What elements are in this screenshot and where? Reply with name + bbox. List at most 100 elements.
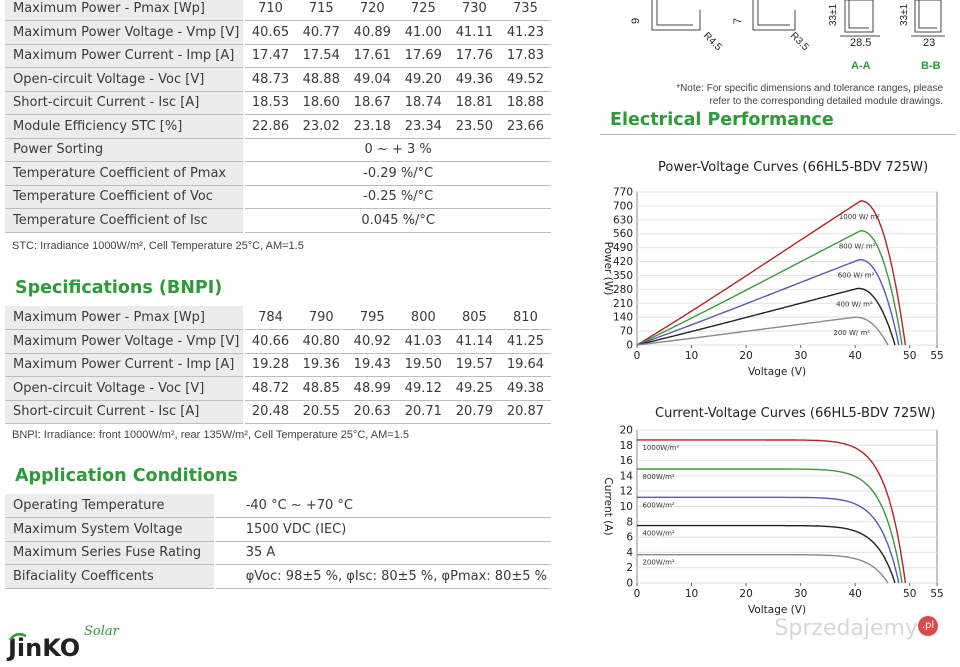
series-line-4 — [637, 554, 889, 584]
value-cell: 48.88 — [295, 67, 347, 92]
row-label: Maximum Series Fuse Rating — [5, 541, 216, 565]
value-cell: 49.36 — [448, 67, 500, 92]
pv-chart-title: Power-Voltage Curves (66HL5-BDV 725W) — [658, 160, 929, 175]
y-tick-label: 140 — [613, 312, 633, 324]
table-row: Maximum Power Voltage - Vmp [V] 40.66 40.8… — [5, 329, 551, 354]
x-tick-label: 55 — [930, 350, 943, 362]
value-cell: 23.50 — [448, 114, 500, 139]
row-label: Bifaciality Coefficents — [5, 564, 216, 589]
jinko-solar-logo: JinKO Solar — [6, 618, 136, 664]
y-axis-label: Power (W) — [602, 242, 614, 296]
y-tick-label: 8 — [626, 516, 633, 528]
y-tick-label: 280 — [613, 284, 633, 296]
y-tick-label: 770 — [613, 187, 633, 199]
value-cell: 41.11 — [448, 20, 500, 45]
table-row: Temperature Coefficient of Pmax -0.29 %/°… — [5, 161, 551, 186]
value-cell: 17.83 — [499, 44, 551, 68]
dim-23: 23 — [923, 37, 935, 49]
y-tick-label: 6 — [626, 532, 633, 544]
x-tick-label: 10 — [685, 350, 698, 362]
value-cell: 40.92 — [346, 329, 398, 354]
value-cell: 49.38 — [499, 376, 551, 401]
series-line-0 — [637, 439, 907, 584]
value-cell: 40.89 — [346, 20, 398, 45]
value-cell: 20.55 — [295, 400, 347, 424]
y-tick-label: 630 — [613, 214, 633, 226]
condition-value-cell: φVoc: 98±5 %, φIsc: 80±5 %, φPmax: 80±5 … — [214, 564, 551, 589]
y-tick-label: 18 — [620, 440, 633, 452]
y-axis-label: Current (A) — [602, 477, 614, 535]
row-label: Maximum Power Current - Imp [A] — [5, 44, 246, 68]
table-row: Module Efficiency STC [%] 22.86 23.02 23.18… — [5, 114, 551, 139]
value-cell: 18.67 — [346, 91, 398, 115]
x-tick-label: 30 — [794, 350, 807, 362]
x-tick-label: 40 — [848, 350, 861, 362]
span-value-cell: -0.29 %/°C — [244, 161, 551, 186]
series-label-1: 800W/m² — [642, 473, 674, 481]
x-axis-label: Voltage (V) — [748, 366, 806, 378]
stc-note: STC: Irradiance 1000W/m², Cell Temperatu… — [12, 240, 304, 252]
series-line-3 — [636, 287, 896, 346]
value-cell: 20.48 — [244, 400, 296, 424]
table-row: Short-circuit Current - Isc [A] 18.53 18.6… — [5, 91, 551, 115]
application-section-title: Application Conditions — [15, 466, 238, 486]
y-tick-label: 350 — [613, 270, 633, 282]
dim-r45: R4.5 — [701, 30, 724, 53]
table-row: Temperature Coefficient of Voc -0.25 %/°C — [5, 185, 551, 209]
y-tick-label: 10 — [620, 501, 633, 513]
series-label-3: 400W/m² — [642, 530, 674, 538]
table-row: Short-circuit Current - Isc [A] 20.48 20.5… — [5, 400, 551, 424]
series-label-4: 200W/m² — [642, 559, 674, 567]
watermark-badge: .pl — [918, 616, 938, 636]
value-cell: 19.64 — [499, 353, 551, 377]
x-tick-label: 55 — [930, 588, 943, 600]
y-tick-label: 16 — [620, 455, 634, 467]
frame-cross-section-drawing: 9 R4.5 7 R3.5 33±1 28.5 33±1 23 A-A B-B — [630, 0, 945, 72]
value-cell: 41.14 — [448, 329, 500, 354]
value-cell: 23.02 — [295, 114, 347, 139]
row-label: Maximum System Voltage — [5, 517, 216, 542]
dim-28-5: 28.5 — [850, 37, 871, 49]
watermark-text: Sprzedajemy — [774, 616, 918, 641]
value-cell: 41.25 — [499, 329, 551, 354]
x-axis-label: Voltage (V) — [748, 604, 806, 616]
bnpi-section-title: Specifications (BNPI) — [15, 278, 223, 298]
table-row: Maximum Power - Pmax [Wp] 784 790 795 800 805… — [5, 306, 551, 330]
value-cell: 19.50 — [397, 353, 449, 377]
x-tick-label: 40 — [848, 588, 861, 600]
brand-tagline: Solar — [84, 624, 120, 639]
value-cell: 49.52 — [499, 67, 551, 92]
row-label: Maximum Power Current - Imp [A] — [5, 353, 246, 377]
value-cell: 49.25 — [448, 376, 500, 401]
y-tick-label: 14 — [620, 470, 634, 482]
x-tick-label: 30 — [794, 588, 807, 600]
row-label: Module Efficiency STC [%] — [5, 114, 246, 139]
value-cell: 795 — [346, 306, 398, 330]
row-label: Open-circuit Voltage - Voc [V] — [5, 376, 246, 401]
table-row: Maximum Power Voltage - Vmp [V] 40.65 40.7… — [5, 20, 551, 45]
value-cell: 19.57 — [448, 353, 500, 377]
drawing-note-1: *Note: For specific dimensions and toler… — [676, 83, 943, 94]
y-tick-label: 420 — [613, 256, 633, 268]
table-row: Maximum Series Fuse Rating 35 A — [5, 541, 551, 565]
x-tick-label: 20 — [739, 350, 752, 362]
leaf-icon — [8, 632, 27, 641]
value-cell: 40.66 — [244, 329, 296, 354]
value-cell: 20.79 — [448, 400, 500, 424]
series-label-0: 1000W/m² — [642, 444, 679, 452]
value-cell: 805 — [448, 306, 500, 330]
value-cell: 49.12 — [397, 376, 449, 401]
value-cell: 49.20 — [397, 67, 449, 92]
value-cell: 20.71 — [397, 400, 449, 424]
profile-inner-1 — [656, 0, 693, 26]
value-cell: 710 — [244, 0, 296, 21]
span-value-cell: -0.25 %/°C — [244, 185, 551, 209]
row-label: Open-circuit Voltage - Voc [V] — [5, 67, 246, 92]
current-voltage-chart: 0 2 4 6 8 10 12 14 16 18 20 0 10 20 30 40 50 55 Voltage (V… — [602, 425, 944, 617]
series-label-0: 1000 W/ m² — [839, 213, 880, 221]
series-line-0 — [636, 200, 907, 346]
x-tick-label: 50 — [903, 588, 916, 600]
stc-spec-table: Maximum Power - Pmax [Wp] 710 715 720 725 730… — [5, 0, 551, 233]
value-cell: 23.18 — [346, 114, 398, 139]
